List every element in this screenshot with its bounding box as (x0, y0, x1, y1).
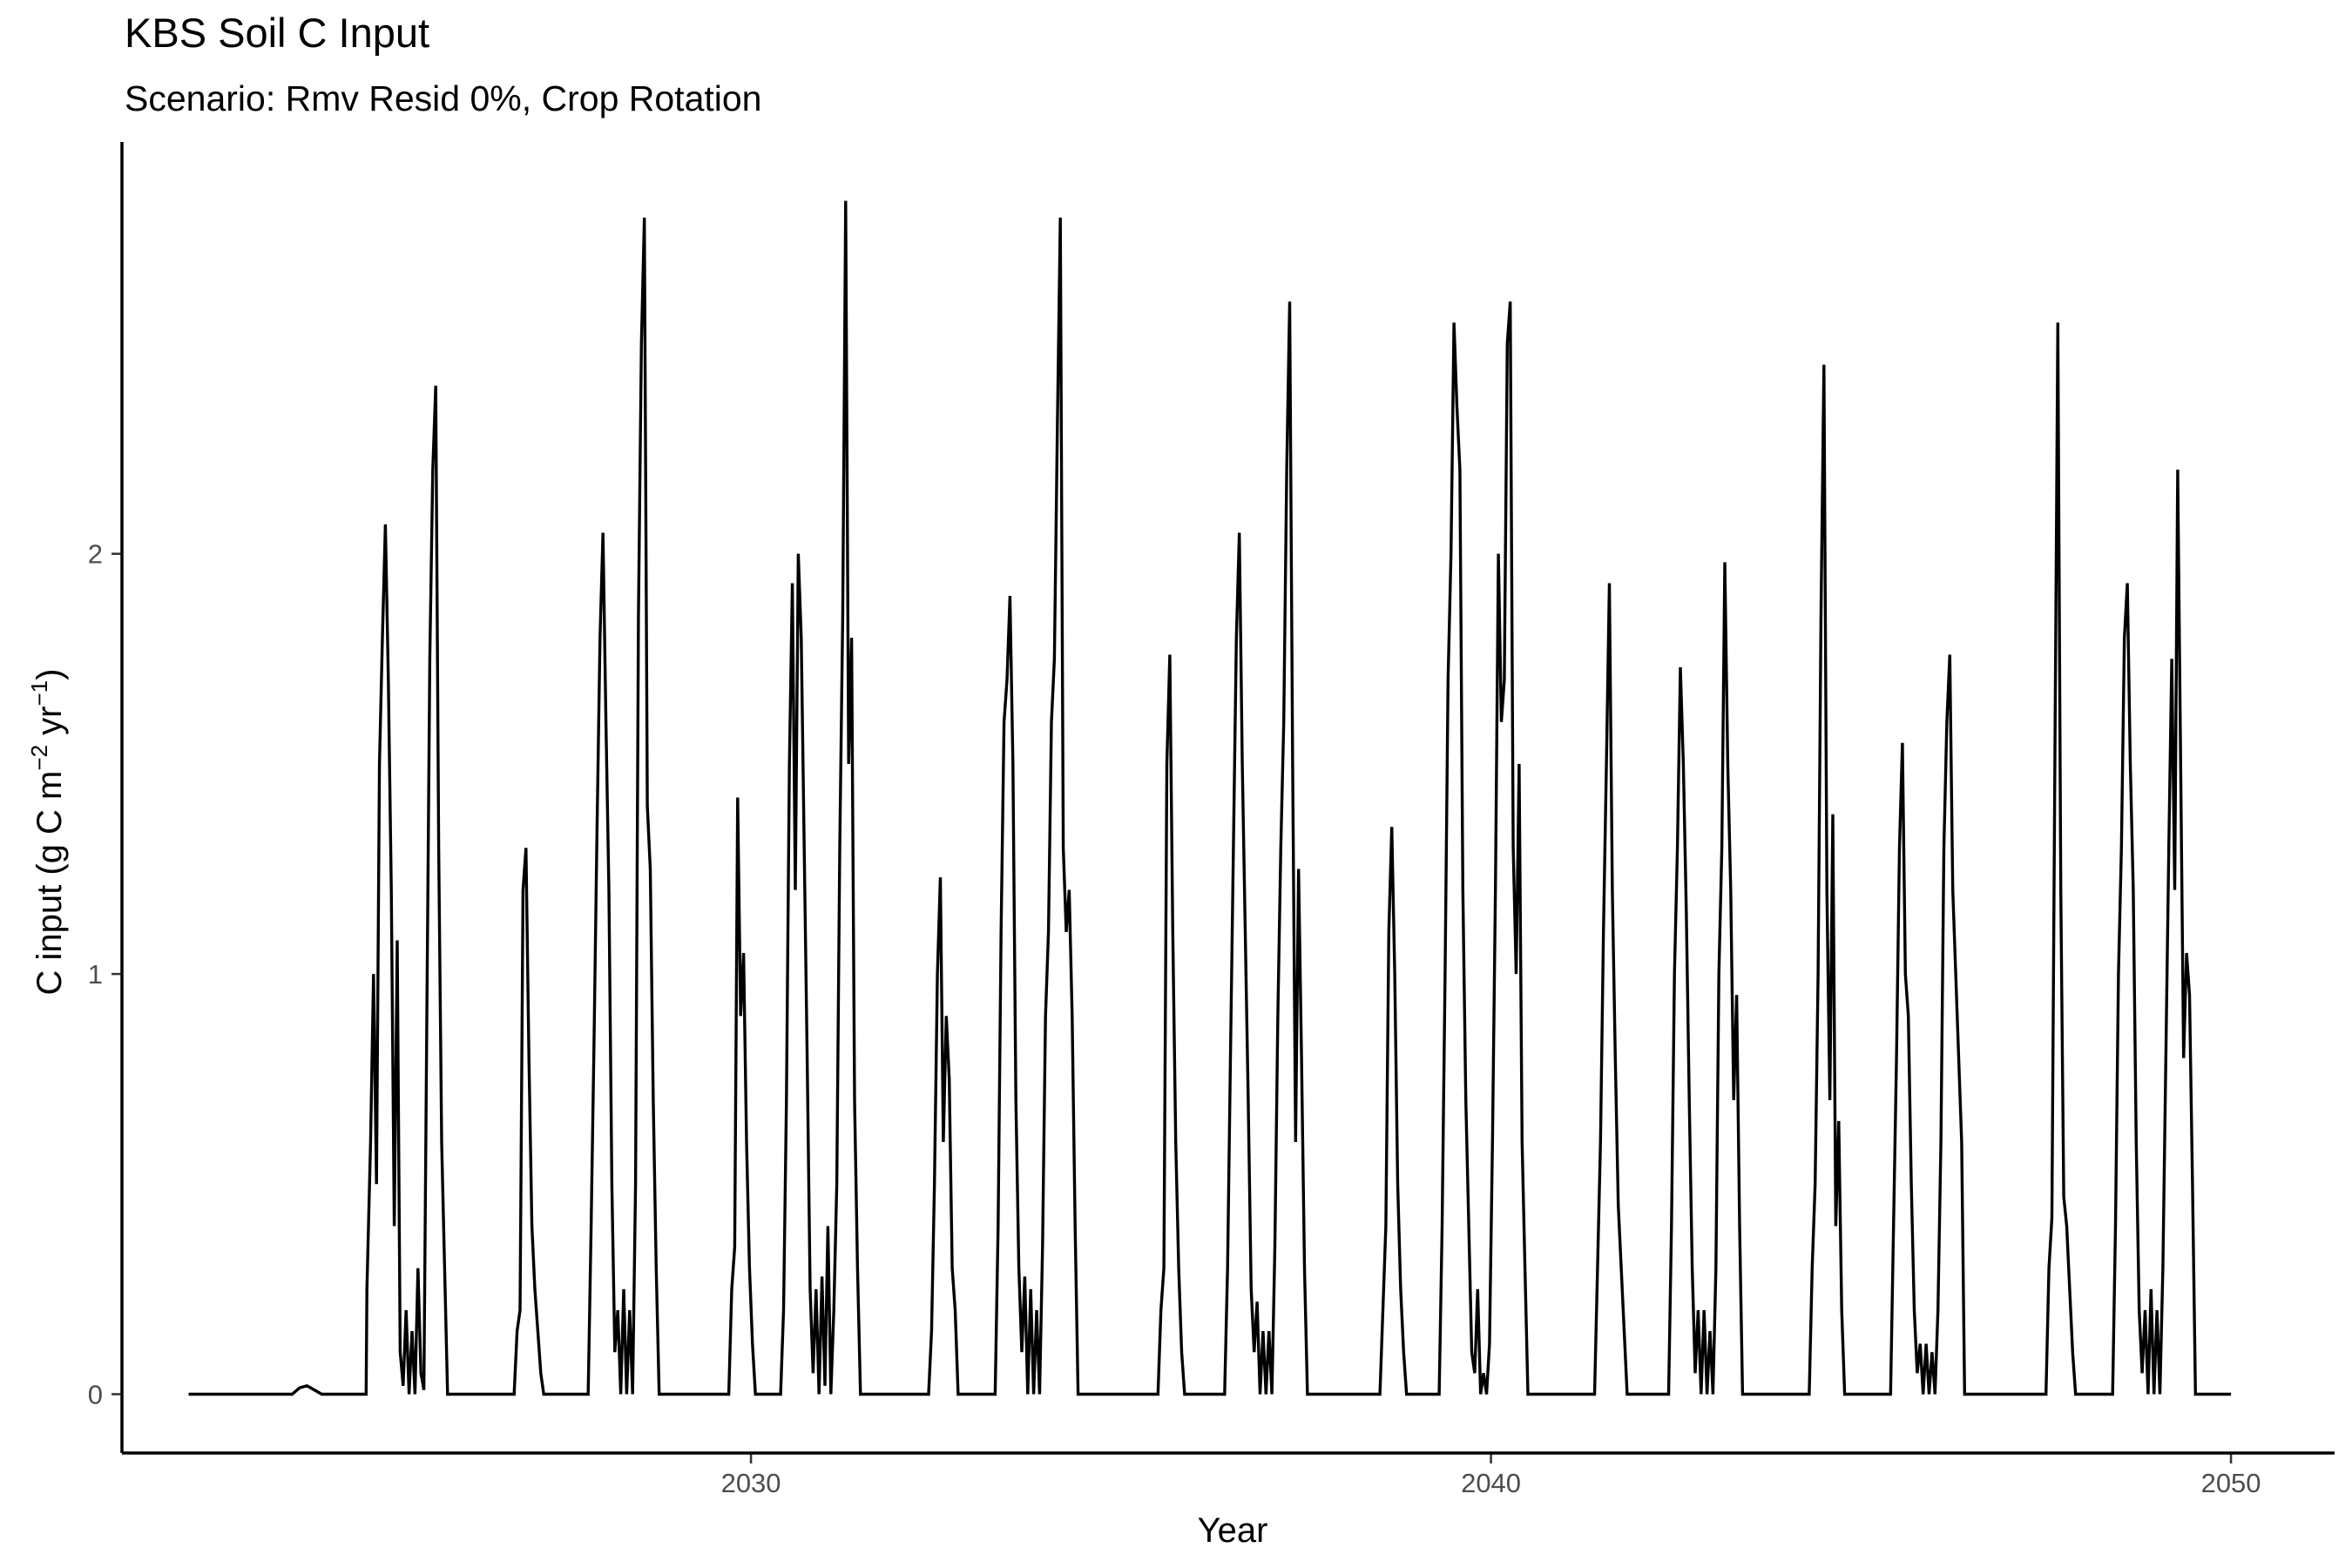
x-tick-label: 2050 (2201, 1468, 2261, 1498)
x-tick-label: 2030 (721, 1468, 781, 1498)
chart-subtitle: Scenario: Rmv Resid 0%, Crop Rotation (125, 78, 762, 118)
y-tick-label: 0 (88, 1379, 103, 1409)
x-axis-ticks: 2030 2040 2050 (721, 1453, 2261, 1498)
x-axis-title: Year (1198, 1511, 1268, 1550)
y-tick-label: 1 (88, 959, 103, 990)
series-line (188, 200, 2232, 1396)
y-axis-title-sup1: −2 (26, 745, 52, 771)
chart-title: KBS Soil C Input (125, 10, 430, 56)
y-axis-title: C input (g C m−2 yr−1) (26, 669, 69, 996)
y-tick-label: 2 (88, 539, 103, 570)
y-axis-title-base: C input (g C m (30, 771, 69, 996)
y-axis-title-end: ) (30, 669, 69, 680)
y-axis-title-sup2: −1 (26, 680, 52, 706)
y-axis-ticks: 0 1 2 (88, 539, 122, 1409)
x-tick-label: 2040 (1461, 1468, 1521, 1498)
y-axis-title-mid: yr (30, 706, 69, 745)
